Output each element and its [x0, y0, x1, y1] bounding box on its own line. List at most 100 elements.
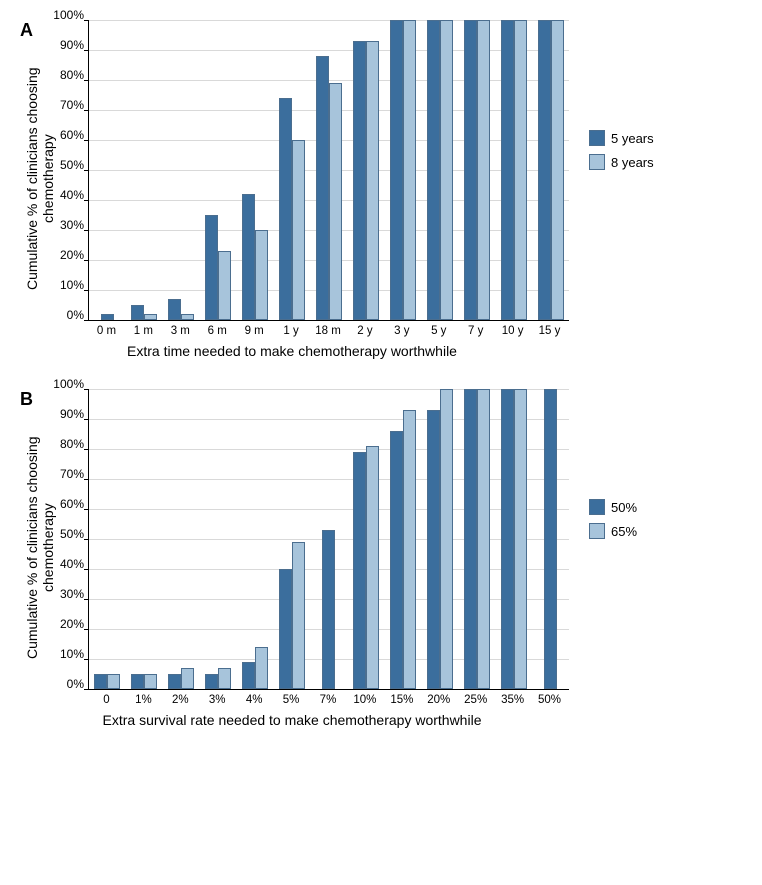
panel-a-xticks: 0 m1 m3 m6 m9 m1 y18 m2 y3 y5 y7 y10 y15…: [88, 321, 568, 337]
bar-group: [126, 305, 163, 320]
bar-group: [384, 410, 421, 689]
bar-series1: [390, 431, 403, 689]
y-tickmark: [84, 320, 89, 321]
panel-a-legend-item-1: 5 years: [589, 130, 654, 146]
xtick-label: 3 y: [383, 325, 420, 337]
xtick-label: 10%: [346, 694, 383, 706]
xtick-label: 18 m: [310, 325, 347, 337]
xtick-label: 2 y: [346, 325, 383, 337]
bar-series2: [144, 314, 157, 320]
bar-series1: [353, 452, 366, 689]
bar-group: [458, 20, 495, 320]
panel-b-legend-label-2: 65%: [611, 524, 637, 539]
bar-series2: [403, 20, 416, 320]
bar-series1: [353, 41, 366, 320]
gridline: [89, 320, 569, 321]
bar-series2: [366, 446, 379, 689]
panel-a-legend-label-2: 8 years: [611, 155, 654, 170]
panel-a-legend-item-2: 8 years: [589, 154, 654, 170]
bar-series2: [329, 83, 342, 320]
bar-group: [384, 20, 421, 320]
bar-series1: [94, 674, 107, 689]
xtick-label: 9 m: [236, 325, 273, 337]
bar-series2: [514, 389, 527, 689]
bar-group: [237, 647, 274, 689]
panel-b-xaxis-title: Extra survival rate needed to make chemo…: [20, 706, 564, 728]
bar-group: [237, 194, 274, 320]
bar-series1: [101, 314, 114, 320]
bar-series2: [551, 20, 564, 320]
bar-series2: [292, 542, 305, 689]
xtick-label: 15 y: [531, 325, 568, 337]
bar-series1: [322, 530, 335, 689]
bar-group: [421, 20, 458, 320]
panel-b-xticks: 01%2%3%4%5%7%10%15%20%25%35%50%: [88, 690, 568, 706]
xtick-label: 6 m: [199, 325, 236, 337]
figure: A Cumulative % of clinicians choosing ch…: [20, 20, 742, 728]
gridline: [89, 689, 569, 690]
bar-group: [200, 215, 237, 320]
bar-group: [163, 299, 200, 320]
xtick-label: 7%: [310, 694, 347, 706]
xtick-label: 5%: [273, 694, 310, 706]
bar-series1: [464, 20, 477, 320]
xtick-label: 4%: [236, 694, 273, 706]
bar-group: [126, 674, 163, 689]
panel-b: B Cumulative % of clinicians choosing ch…: [20, 389, 742, 728]
bar-series1: [205, 215, 218, 320]
bar-series2: [477, 20, 490, 320]
bar-group: [495, 20, 532, 320]
bar-group: [347, 446, 384, 689]
bar-series2: [144, 674, 157, 689]
panel-a-plot: [88, 20, 569, 321]
bar-series2: [255, 647, 268, 689]
xtick-label: 0 m: [88, 325, 125, 337]
bar-series2: [514, 20, 527, 320]
bar-series1: [316, 56, 329, 320]
panel-b-plot: [88, 389, 569, 690]
bar-series1: [242, 194, 255, 320]
bar-series1: [131, 674, 144, 689]
bar-series1: [501, 20, 514, 320]
bar-series1: [242, 662, 255, 689]
bar-group: [89, 674, 126, 689]
bar-series2: [477, 389, 490, 689]
bar-series1: [501, 389, 514, 689]
bar-series1: [168, 299, 181, 320]
bar-series2: [218, 668, 231, 689]
bar-group: [163, 668, 200, 689]
bar-group: [421, 389, 458, 689]
bar-series2: [366, 41, 379, 320]
xtick-label: 20%: [420, 694, 457, 706]
xtick-label: 15%: [383, 694, 420, 706]
bar-group: [200, 668, 237, 689]
bar-group: [495, 389, 532, 689]
xtick-label: 0: [88, 694, 125, 706]
xtick-label: 50%: [531, 694, 568, 706]
bar-group: [274, 98, 311, 320]
bar-series1: [544, 389, 557, 689]
bar-series2: [255, 230, 268, 320]
xtick-label: 1 y: [273, 325, 310, 337]
bar-group: [347, 41, 384, 320]
xtick-label: 5 y: [420, 325, 457, 337]
panel-b-legend: 50% 65%: [589, 499, 637, 547]
panel-a-xaxis-title: Extra time needed to make chemotherapy w…: [20, 337, 564, 359]
xtick-label: 3%: [199, 694, 236, 706]
bar-series1: [390, 20, 403, 320]
bar-series1: [427, 410, 440, 689]
xtick-label: 25%: [457, 694, 494, 706]
bar-series1: [205, 674, 218, 689]
panel-a-legend-label-1: 5 years: [611, 131, 654, 146]
panel-a-legend: 5 years 8 years: [589, 130, 654, 178]
bar-group: [311, 56, 348, 320]
bar-series2: [181, 314, 194, 320]
bar-series2: [440, 20, 453, 320]
panel-a: A Cumulative % of clinicians choosing ch…: [20, 20, 742, 359]
xtick-label: 10 y: [494, 325, 531, 337]
bar-series2: [292, 140, 305, 320]
xtick-label: 1 m: [125, 325, 162, 337]
bar-series1: [168, 674, 181, 689]
panel-a-yaxis-title: Cumulative % of clinicians choosing chem…: [20, 29, 42, 329]
bar-series1: [131, 305, 144, 320]
